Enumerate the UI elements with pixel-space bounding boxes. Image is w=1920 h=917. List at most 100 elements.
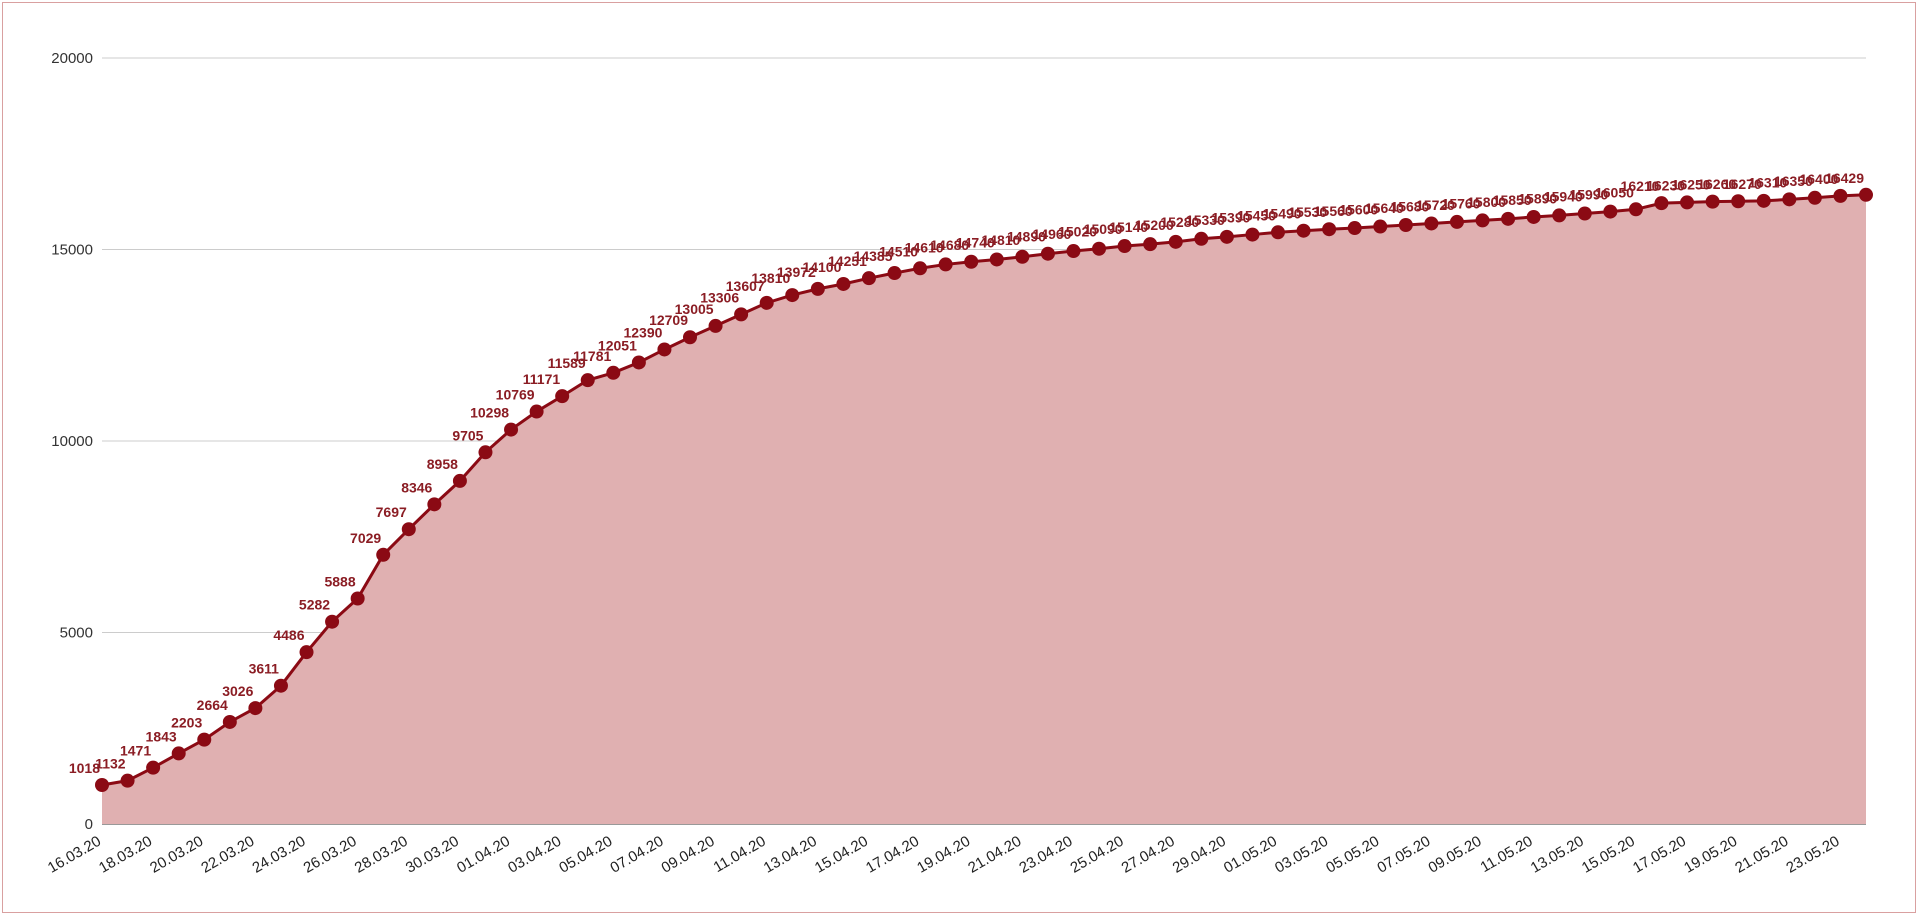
series-line [101,193,1867,787]
x-tick-label: 23.05.20 [1783,833,1842,877]
data-label: 8346 [401,479,432,495]
x-tick-label: 15.04.20 [812,833,871,877]
data-point [734,307,749,322]
data-label: 1471 [120,743,151,759]
data-point [529,404,544,419]
data-label: 14960 [1033,226,1072,242]
data-label: 15940 [1544,188,1583,204]
data-label: 12390 [623,324,662,340]
data-label: 16260 [1697,176,1736,192]
area-fill-layer [102,194,1866,825]
data-label: 10298 [470,405,509,421]
data-label: 14100 [802,259,841,275]
data-point [1271,225,1285,240]
data-point [964,254,979,269]
data-label: 2203 [171,715,202,731]
data-point [555,389,570,404]
data-label: 1018 [69,760,100,776]
data-label: 1132 [95,756,126,772]
y-tick-label: 10000 [51,433,93,450]
data-label: 14610 [905,239,944,255]
y-tick-label: 15000 [51,242,93,259]
data-label: 2664 [197,697,228,713]
data-point [708,318,723,333]
data-point [785,288,800,303]
data-label: 15390 [1211,210,1250,226]
x-tick-label: 29.04.20 [1170,833,1229,877]
data-label: 15800 [1467,194,1506,210]
data-point [222,714,237,729]
data-point [1322,222,1337,237]
data-point [146,760,161,775]
data-label: 15720 [1416,197,1455,213]
data-label: 16230 [1646,177,1685,193]
data-label: 7029 [350,530,381,546]
x-tick-label: 05.04.20 [556,833,615,877]
data-point [1040,246,1055,261]
x-tick-label: 19.04.20 [914,833,973,877]
data-label: 16250 [1672,177,1711,193]
data-point [1219,229,1234,244]
data-point [1143,237,1158,252]
data-point [1603,204,1618,219]
data-point [1398,217,1413,232]
data-label: 14251 [828,253,867,269]
data-point [1347,221,1362,236]
x-tick-label: 05.05.20 [1323,833,1382,877]
data-point [887,266,902,281]
data-point [1373,219,1388,234]
data-point [197,732,212,747]
data-label: 16310 [1748,174,1787,190]
data-label: 16210 [1621,178,1660,194]
data-point [376,547,391,562]
series-line-layer [101,193,1867,787]
data-label: 14810 [981,232,1020,248]
data-label: 15990 [1569,187,1608,203]
data-label: 15890 [1518,190,1557,206]
data-point [1628,202,1643,217]
data-label: 15760 [1442,195,1481,211]
data-label: 14510 [879,243,918,259]
data-label: 5888 [324,573,355,589]
data-point [657,342,672,357]
data-label: 1843 [146,728,177,744]
x-tick-label: 21.04.20 [965,833,1024,877]
data-label: 15450 [1237,207,1276,223]
data-label: 11171 [523,371,561,387]
x-tick-label: 21.05.20 [1732,833,1791,877]
data-point [1092,241,1107,256]
y-tick-label: 5000 [60,625,93,642]
data-point [1296,223,1311,238]
x-tick-label: 11.05.20 [1478,833,1536,876]
y-axis-ticks: 0 5000 10000 15000 20000 [51,50,93,833]
data-point [759,295,774,310]
data-point [989,252,1004,267]
data-label: 15640 [1365,200,1404,216]
data-label: 14740 [956,234,995,250]
data-point [1245,227,1260,242]
data-point [350,591,365,606]
data-point [810,281,825,296]
data-point [1833,188,1848,203]
x-tick-label: 01.04.20 [454,833,513,877]
data-point [836,276,851,291]
y-tick-label: 0 [85,816,93,833]
data-point [631,355,646,370]
data-label: 15330 [1186,212,1225,228]
data-point [504,422,519,437]
data-label: 12051 [598,337,637,353]
data-point [171,746,186,761]
data-point [427,497,442,512]
data-point [1552,208,1567,223]
data-point [1526,209,1541,224]
data-point [1424,216,1439,231]
x-tick-label: 17.04.20 [863,833,922,877]
x-tick-label: 27.04.20 [1119,833,1178,877]
data-label: 7697 [376,504,407,520]
data-label: 15200 [1135,217,1174,233]
x-tick-label: 03.04.20 [505,833,564,877]
x-axis-ticks: 16.03.2018.03.2020.03.2022.03.2024.03.20… [45,833,1843,877]
data-label: 3026 [222,683,253,699]
data-label: 9705 [452,427,483,443]
